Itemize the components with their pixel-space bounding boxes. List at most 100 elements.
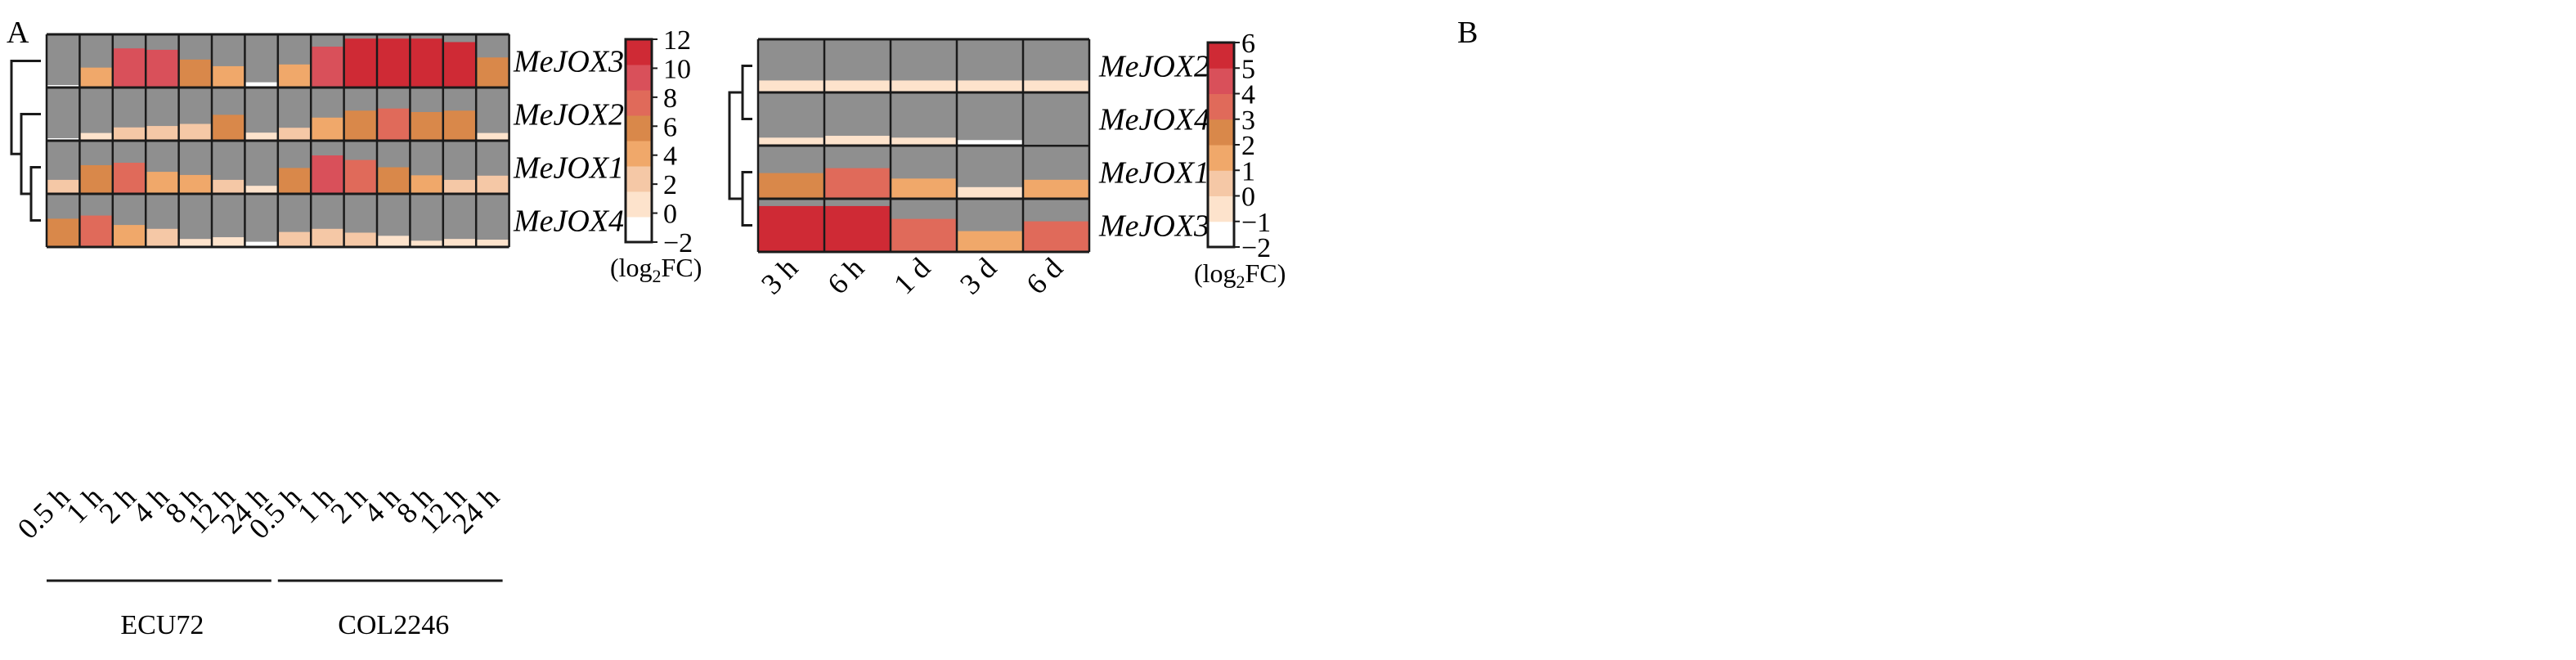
cell-bg — [178, 194, 212, 247]
heatmap-cell — [476, 88, 509, 141]
cell-value-fill — [112, 48, 146, 88]
colorbar-tick-label: 1 — [1241, 156, 1255, 186]
cell-bg — [476, 194, 509, 247]
dendrogram-branch — [29, 166, 41, 222]
column-label: 6 h — [821, 251, 870, 300]
cell-value-fill — [957, 80, 1023, 92]
heatmap-cell — [891, 92, 957, 146]
colorbar-segment — [1208, 195, 1234, 222]
heatmap-cell — [758, 92, 824, 146]
colorbar-tick-label: 2 — [663, 170, 677, 200]
heatmap-cell — [277, 194, 312, 247]
row-label: MeJOX2 — [513, 98, 624, 132]
heatmap-cell — [178, 194, 212, 247]
heatmap-cell — [343, 34, 377, 88]
cell-value-fill — [178, 174, 212, 194]
heatmap-cell — [112, 34, 146, 88]
colorbar-title-part: (log — [1194, 258, 1236, 288]
cell-value-fill — [476, 132, 509, 141]
colorbar-tick-label: 3 — [1241, 106, 1255, 136]
cell-bg — [891, 92, 957, 146]
cell-value-fill — [79, 215, 113, 247]
cell-value-fill — [47, 179, 80, 194]
cell-value-fill — [212, 65, 245, 88]
colorbar-segment — [626, 191, 652, 218]
heatmap-cell — [1023, 199, 1089, 252]
cell-value-fill — [410, 38, 443, 88]
colorbar-segment — [626, 141, 652, 167]
cell-value-fill — [957, 231, 1023, 252]
cell-value-fill — [758, 80, 824, 92]
cell-value-fill — [146, 228, 179, 247]
cell-value-fill — [442, 179, 477, 194]
heatmap-cell — [79, 141, 113, 194]
colorbar-tick-label: 0 — [663, 200, 677, 230]
heatmap-cell — [343, 88, 377, 141]
cell-value-fill — [410, 175, 443, 194]
colorbar-segment — [626, 217, 652, 243]
cell-value-fill — [891, 137, 957, 146]
cell-value-fill — [311, 155, 344, 194]
colorbar-tick-label: 5 — [1241, 54, 1255, 84]
cell-bg — [410, 194, 443, 247]
panel-b-label: B — [1457, 16, 1478, 50]
heatmap-cell — [212, 141, 245, 194]
column-label: 1 d — [887, 251, 936, 300]
heatmap-cell — [311, 88, 344, 141]
heatmap-cell — [377, 194, 411, 247]
heatmap-cell — [79, 34, 113, 88]
colorbar-segment — [1208, 43, 1234, 69]
cell-value-fill — [442, 239, 477, 247]
colorbar-segment — [1208, 93, 1234, 120]
colorbar-title-part: (log — [610, 253, 653, 282]
heatmap-cell — [377, 88, 411, 141]
cell-value-fill — [245, 82, 278, 88]
cell-value-fill — [212, 237, 245, 247]
cell-bg — [47, 34, 80, 88]
column-label: 6 d — [1020, 251, 1069, 300]
dendrogram-branch — [10, 60, 41, 155]
heatmap-cell — [957, 199, 1023, 252]
colorbar-title: (log2FC) — [1194, 258, 1286, 292]
heatmap-cell — [245, 34, 278, 88]
heatmap-cell — [146, 34, 179, 88]
heatmap-cell — [277, 34, 312, 88]
heatmap-cell — [178, 141, 212, 194]
group-label: COL2246 — [338, 610, 449, 640]
cell-value-fill — [476, 175, 509, 194]
cell-value-fill — [311, 228, 344, 247]
cell-value-fill — [277, 168, 312, 194]
heatmap-cell — [47, 34, 80, 88]
heatmap-cell — [410, 34, 443, 88]
heatmap-cell — [824, 39, 891, 92]
heatmap-cell — [178, 34, 212, 88]
cell-value-fill — [1023, 80, 1089, 92]
colorbar-segment — [1208, 170, 1234, 196]
row-label: MeJOX2 — [1098, 50, 1209, 84]
heatmap-cell — [277, 88, 312, 141]
cell-bg — [245, 194, 278, 247]
row-label: MeJOX3 — [513, 45, 624, 79]
colorbar-frame — [624, 38, 653, 244]
cell-value-fill — [112, 225, 146, 247]
colorbar-tick-label: 10 — [663, 54, 691, 84]
heatmap-cell — [891, 146, 957, 199]
heatmap-cell — [343, 141, 377, 194]
cell-value-fill — [212, 114, 245, 141]
cell-value-fill — [377, 167, 411, 194]
cell-value-fill — [79, 67, 113, 88]
heatmap-cell — [112, 88, 146, 141]
heatmap-cell — [377, 34, 411, 88]
column-label: 3 h — [755, 251, 804, 300]
cell-value-fill — [891, 178, 957, 199]
cell-value-fill — [442, 110, 477, 141]
dendrogram-branch — [741, 65, 752, 120]
heatmap-cell — [891, 39, 957, 92]
dendrogram-branch — [728, 91, 743, 200]
cell-value-fill — [178, 123, 212, 141]
cell-value-fill — [957, 140, 1023, 146]
colorbar-tick-label: 4 — [1241, 80, 1255, 110]
colorbar-segment — [626, 115, 652, 141]
heatmap-cell — [824, 92, 891, 146]
